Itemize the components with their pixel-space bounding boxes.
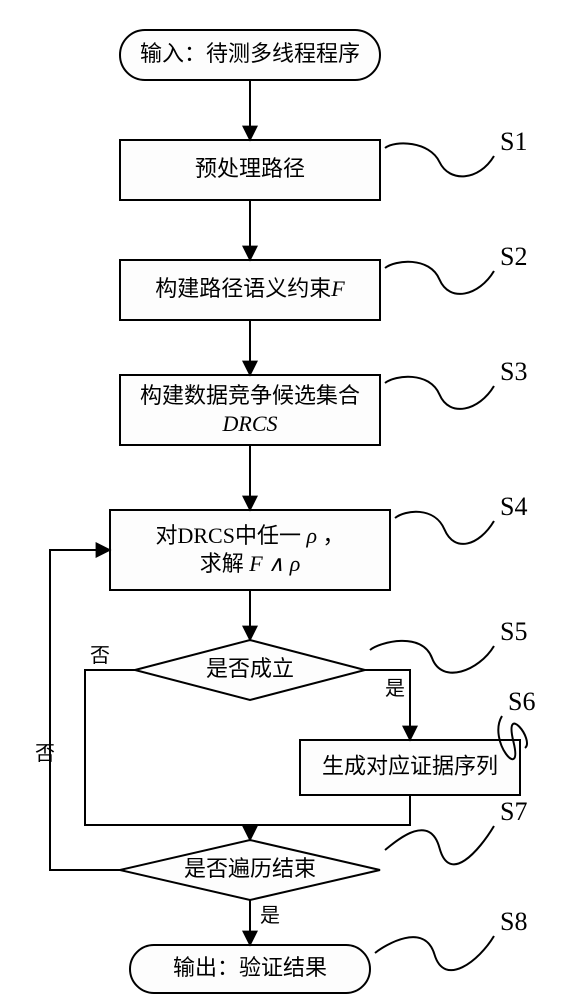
leader-curve — [370, 641, 494, 673]
step-label: S4 — [500, 492, 527, 521]
leader-curve — [375, 936, 494, 970]
node-s6: 生成对应证据序列 — [300, 740, 520, 795]
leader-curve — [395, 512, 494, 544]
step-label: S3 — [500, 357, 527, 386]
svg-text:DRCS: DRCS — [222, 411, 278, 436]
step-label: S1 — [500, 127, 527, 156]
edge-label: 是 — [260, 905, 280, 927]
node-text: 输入：待测多线程程序 — [140, 41, 360, 66]
svg-text:预处理路径: 预处理路径 — [195, 156, 305, 181]
svg-text:对DRCS中任一 ρ ，: 对DRCS中任一 ρ ， — [155, 523, 344, 548]
leader-curve — [385, 143, 494, 176]
step-label: S7 — [500, 797, 527, 826]
step-label: S2 — [500, 242, 527, 271]
step-label: S5 — [500, 617, 527, 646]
leader-curve — [385, 377, 494, 409]
svg-text:是否成立: 是否成立 — [206, 656, 294, 681]
node-s3: 构建数据竞争候选集合 DRCS — [120, 375, 380, 445]
node-s1: 预处理路径 — [120, 140, 380, 200]
leader-curve — [385, 826, 494, 864]
svg-text:构建数据竞争候选集合: 构建数据竞争候选集合 — [140, 383, 360, 408]
edge-label: 否 — [35, 743, 55, 765]
edge-label: 是 — [385, 678, 405, 700]
edge — [250, 795, 410, 840]
node-text: 输出：验证结果 — [173, 955, 327, 980]
svg-text:生成对应证据序列: 生成对应证据序列 — [322, 754, 498, 779]
leader-curve — [385, 262, 494, 294]
step-label: S8 — [500, 907, 527, 936]
svg-text:求解 F ∧ ρ: 求解 F ∧ ρ — [200, 551, 301, 576]
svg-text:构建路径语义约束F: 构建路径语义约束F — [155, 276, 345, 301]
flowchart: 输入：待测多线程程序预处理路径构建路径语义约束F 构建数据竞争候选集合 DRCS 对D… — [0, 0, 572, 1000]
node-start: 输入：待测多线程程序 — [120, 30, 380, 80]
node-s2: 构建路径语义约束F — [120, 260, 380, 320]
node-s4: 对DRCS中任一 ρ ， 求解 F ∧ ρ — [110, 510, 390, 590]
node-s5: 是否成立 — [135, 640, 365, 700]
node-end: 输出：验证结果 — [130, 945, 370, 993]
svg-text:是否遍历结束: 是否遍历结束 — [184, 856, 316, 881]
svg-text:否: 否 — [90, 645, 110, 667]
node-s7: 是否遍历结束 — [120, 840, 380, 900]
step-label: S6 — [508, 687, 535, 716]
